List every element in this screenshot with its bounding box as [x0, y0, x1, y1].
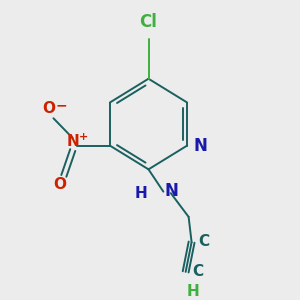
- Text: C: C: [192, 264, 203, 279]
- Text: H: H: [186, 284, 199, 299]
- Text: Cl: Cl: [140, 13, 158, 31]
- Text: +: +: [79, 132, 88, 142]
- Text: C: C: [198, 234, 209, 249]
- Text: N: N: [194, 136, 208, 154]
- Text: O: O: [53, 177, 66, 192]
- Text: N: N: [66, 134, 79, 148]
- Text: −: −: [55, 98, 67, 112]
- Text: O: O: [43, 101, 56, 116]
- Text: N: N: [165, 182, 179, 200]
- Text: H: H: [134, 186, 147, 201]
